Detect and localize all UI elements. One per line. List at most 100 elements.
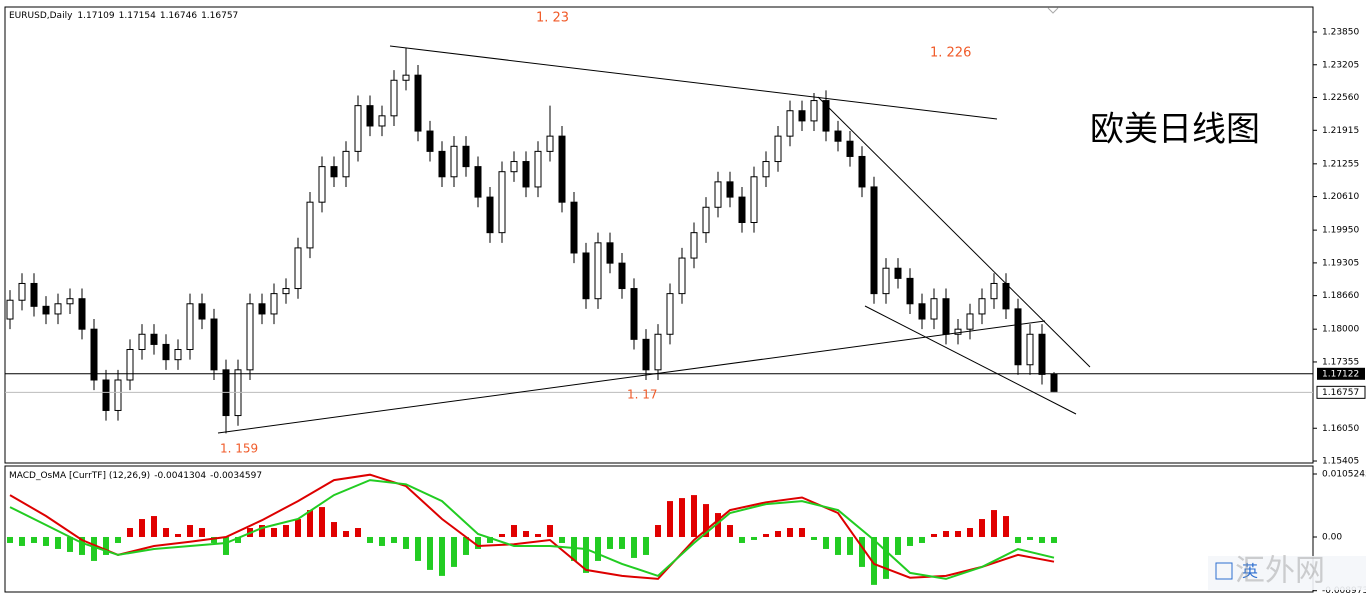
candle-body bbox=[558, 135, 566, 203]
candle-body bbox=[6, 299, 14, 320]
candle-body bbox=[606, 242, 614, 264]
histogram-bar bbox=[655, 525, 661, 537]
histogram-bar bbox=[799, 528, 805, 537]
indicator-line bbox=[9, 479, 1055, 580]
candle-body bbox=[906, 277, 914, 305]
histogram-bar bbox=[223, 536, 229, 555]
y-tick-label: 1.19950 bbox=[1322, 226, 1359, 236]
price-panel bbox=[4, 6, 1314, 464]
histogram-bar bbox=[607, 536, 613, 549]
annotation: 1. 17 bbox=[627, 388, 658, 402]
histogram-bar bbox=[439, 536, 445, 576]
histogram-bar bbox=[535, 533, 541, 537]
candle-body bbox=[318, 166, 326, 203]
histogram-bar bbox=[619, 536, 625, 549]
candle-body bbox=[894, 267, 902, 279]
histogram-bar bbox=[115, 536, 121, 543]
histogram-bar bbox=[775, 531, 781, 537]
histogram-bar bbox=[67, 536, 73, 552]
histogram-bar bbox=[499, 533, 505, 537]
indicator-line bbox=[9, 473, 1055, 580]
candle-body bbox=[438, 150, 446, 178]
histogram-bar bbox=[451, 536, 457, 567]
candle-body bbox=[354, 105, 362, 152]
candle-body bbox=[726, 181, 734, 198]
histogram-bar bbox=[595, 536, 601, 561]
ime-mode[interactable]: 英 bbox=[1242, 562, 1258, 581]
histogram-bar bbox=[343, 531, 349, 537]
histogram-bar bbox=[643, 536, 649, 555]
ime-icon[interactable] bbox=[1215, 562, 1233, 580]
y-tick-label: 1.20610 bbox=[1322, 192, 1359, 202]
histogram-bar bbox=[271, 528, 277, 537]
histogram-bar bbox=[367, 536, 373, 543]
candle-body bbox=[666, 293, 674, 335]
histogram-bar bbox=[763, 533, 769, 537]
candle-body bbox=[918, 303, 926, 320]
candle-body bbox=[870, 186, 878, 295]
candle-body bbox=[546, 135, 554, 152]
histogram-bar bbox=[931, 533, 937, 537]
candle-body bbox=[150, 333, 158, 345]
y-tick-label: 1.16050 bbox=[1322, 424, 1359, 434]
candle-body bbox=[114, 379, 122, 411]
histogram-bar bbox=[1027, 536, 1033, 540]
candle-body bbox=[90, 328, 98, 381]
histogram-bar bbox=[391, 536, 397, 543]
bid-label-box bbox=[1317, 367, 1365, 380]
candle-body bbox=[582, 252, 590, 300]
histogram-bar bbox=[691, 495, 697, 537]
trend-line bbox=[217, 320, 1046, 434]
annotation: 1. 226 bbox=[930, 46, 971, 61]
histogram-bar bbox=[139, 519, 145, 537]
macd-header: MACD_OsMA [CurrTF] (12,26,9) -0.0041304 -0… bbox=[9, 471, 262, 481]
indicator-name: MACD_OsMA [CurrTF] (12,26,9) bbox=[9, 471, 150, 481]
histogram-bar bbox=[199, 528, 205, 537]
candle-body bbox=[762, 161, 770, 178]
histogram-bar bbox=[751, 536, 757, 540]
candle-body bbox=[954, 328, 962, 335]
candle-body bbox=[738, 196, 746, 224]
trend-line bbox=[864, 305, 1077, 415]
histogram-bar bbox=[331, 522, 337, 537]
candle-body bbox=[282, 288, 290, 295]
chart-caption: 欧美日线图 bbox=[1090, 110, 1260, 150]
candle-body bbox=[798, 110, 806, 122]
histogram-bar bbox=[403, 536, 409, 549]
histogram-bar bbox=[667, 501, 673, 537]
signal-value: -0.0034597 bbox=[210, 471, 262, 481]
candle-body bbox=[414, 74, 422, 132]
candle-body bbox=[858, 155, 866, 188]
ime-bar bbox=[1208, 556, 1366, 590]
candle-body bbox=[378, 115, 386, 127]
candle-body bbox=[102, 379, 110, 411]
candle-body bbox=[930, 298, 938, 320]
candle-body bbox=[846, 140, 854, 157]
histogram-bar bbox=[211, 536, 217, 543]
histogram-bar bbox=[7, 536, 13, 543]
histogram-bar bbox=[823, 536, 829, 549]
symbol: EURUSD,Daily bbox=[9, 11, 73, 21]
y-tick-label: 1.19305 bbox=[1322, 258, 1359, 268]
trend-line bbox=[817, 96, 1091, 368]
candle-body bbox=[18, 282, 26, 301]
histogram-bar bbox=[175, 533, 181, 537]
candle-body bbox=[54, 303, 62, 315]
candle-body bbox=[810, 100, 818, 122]
histogram-bar bbox=[1051, 536, 1057, 543]
histogram-bar bbox=[895, 536, 901, 555]
candle-body bbox=[342, 150, 350, 178]
histogram-bar bbox=[907, 536, 913, 546]
candle-body bbox=[366, 105, 374, 127]
candle-body bbox=[510, 161, 518, 173]
histogram-bar bbox=[991, 510, 997, 537]
macd-value: -0.0041304 bbox=[154, 471, 206, 481]
last-price-box bbox=[1316, 385, 1366, 399]
histogram-bar bbox=[259, 525, 265, 537]
candle-body bbox=[462, 145, 470, 168]
shift-marker bbox=[1047, 7, 1059, 14]
histogram-bar bbox=[1039, 536, 1045, 543]
macd-panel bbox=[4, 465, 1314, 593]
histogram-bar bbox=[475, 536, 481, 549]
